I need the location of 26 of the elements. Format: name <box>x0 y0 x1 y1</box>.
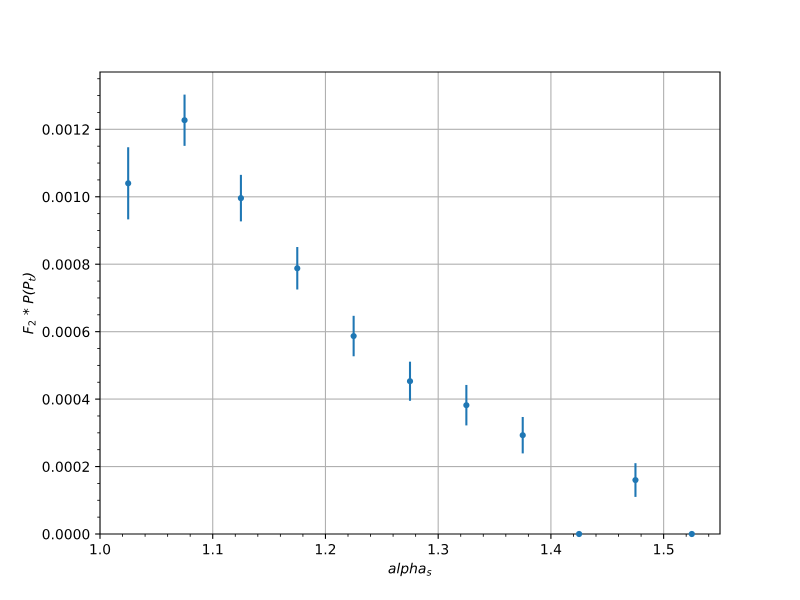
y-tick-label: 0.0012 <box>42 124 89 135</box>
x-tick-label: 1.5 <box>654 544 674 554</box>
y-tick-label: 0.0002 <box>42 462 89 472</box>
point <box>125 180 132 186</box>
point <box>238 195 244 202</box>
x-axis-title: alpha$_{s}$ <box>388 562 432 576</box>
point <box>520 432 526 438</box>
x-tick-label: 1.4 <box>541 544 562 554</box>
y-axis-title: F$_{2}$ * P(P$_{t}$) <box>22 273 36 334</box>
x-tick-label: 1.3 <box>428 544 448 554</box>
y-tick-label: 0.0004 <box>42 394 90 405</box>
point <box>463 402 470 408</box>
point <box>181 117 188 124</box>
point <box>688 530 695 538</box>
y-tick-label: 0.0008 <box>42 259 90 270</box>
y-tick-label: 0.0006 <box>42 326 90 338</box>
point <box>294 265 300 272</box>
x-tick-label: 1.2 <box>316 544 336 554</box>
point <box>632 476 639 484</box>
y-tick-label: 0.0010 <box>42 192 90 202</box>
point <box>350 332 357 340</box>
point <box>576 530 582 538</box>
point <box>406 378 414 384</box>
x-tick-label: 1.1 <box>203 544 222 554</box>
y-tick-label: 0.0000 <box>42 528 90 540</box>
x-tick-label: 1.0 <box>90 544 110 554</box>
